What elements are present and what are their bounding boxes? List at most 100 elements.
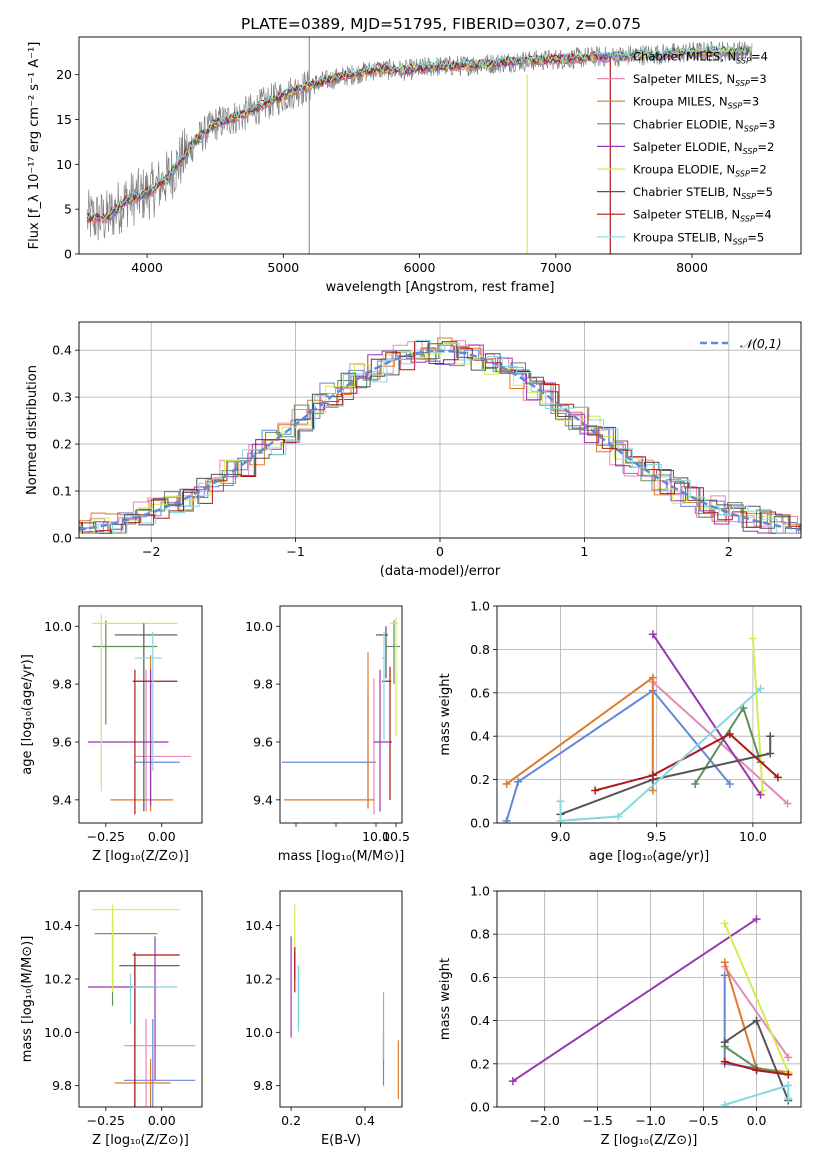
- x-tick-label: 0.00: [148, 1113, 176, 1128]
- y-tick-label: 10.0: [44, 619, 72, 634]
- weight-series-kroupa-elodie: [748, 634, 767, 795]
- normal-curve: [79, 349, 801, 531]
- x-tick-label: −0.25: [87, 829, 125, 844]
- x-axis-label: mass [log₁₀(M/M⊙)]: [278, 849, 405, 864]
- weight-marker: [648, 786, 657, 795]
- errorbar-chabrier-elodie: [386, 620, 400, 685]
- panel-residuals: −2 −1 0 1 2 0.0 0.1 0.2 0.3 0.4 (data-model)/error…: [25, 321, 802, 579]
- model-line-kroupa-stelib: [86, 43, 752, 221]
- legend-label: Salpeter MILES, NSSP=3: [633, 72, 767, 88]
- y-tick-label: 9.6: [52, 734, 72, 749]
- weight-line: [505, 689, 731, 822]
- x-tick-label: −0.25: [87, 1113, 125, 1128]
- errorbar-salpeter-miles: [123, 1019, 196, 1107]
- y-tick-label: 1.0: [470, 599, 490, 614]
- errorbar-chabrier-stelib: [376, 626, 388, 679]
- weight-marker: [614, 812, 623, 821]
- legend-entry: Salpeter MILES, NSSP=3: [597, 72, 767, 88]
- weight-marker: [784, 1081, 793, 1090]
- y-tick-label: 0.2: [470, 772, 490, 787]
- axes-frame: [496, 890, 802, 1108]
- legend-entry: 𝒩(0,1): [700, 336, 782, 351]
- errorbar-salpeter-miles: [373, 678, 375, 815]
- histogram-step-chabrier-stelib: [79, 341, 801, 534]
- x-tick-label: 1: [580, 544, 588, 559]
- weight-marker: [556, 797, 565, 806]
- errorbar-kroupa-elodie: [92, 614, 178, 792]
- weight-marker: [508, 1077, 517, 1086]
- x-tick-label: −1.0: [635, 1113, 665, 1128]
- axes-frame: [496, 605, 802, 824]
- y-tick-label: 0.2: [52, 437, 72, 452]
- weight-line: [560, 736, 772, 816]
- weight-marker: [773, 773, 782, 782]
- legend-entry: Kroupa STELIB, NSSP=5: [597, 230, 764, 246]
- y-axis-label: Flux [f_λ 10⁻¹⁷ erg cm⁻² s⁻¹ A⁻¹]: [27, 42, 42, 250]
- weight-marker: [720, 1100, 729, 1107]
- legend-label: Chabrier ELODIE, NSSP=3: [633, 117, 775, 133]
- weight-marker: [748, 634, 757, 643]
- x-tick-label: −0.5: [688, 1113, 718, 1128]
- y-tick-label: 1.0: [470, 884, 490, 899]
- errorbar-chabrier-stelib: [114, 623, 178, 812]
- x-axis-label: age [log₁₀(age/yr)]: [589, 849, 710, 864]
- weight-series-salpeter-stelib: [720, 1057, 793, 1079]
- axes-frame: [78, 321, 802, 539]
- weight-series-salpeter-stelib: [591, 730, 782, 795]
- y-tick-label: 10.2: [44, 972, 72, 987]
- legend-label: Chabrier MILES, NSSP=4: [633, 50, 768, 66]
- errorbar-salpeter-stelib: [132, 669, 178, 815]
- y-tick-label: 0.6: [470, 685, 490, 700]
- weight-marker: [648, 771, 657, 780]
- y-tick-label: 0.8: [470, 642, 490, 657]
- weight-marker: [784, 1053, 793, 1062]
- y-tick-label: 0.4: [470, 729, 490, 744]
- legend-label: Salpeter STELIB, NSSP=4: [633, 208, 772, 224]
- weight-marker: [766, 749, 775, 758]
- weight-series-salpeter-elodie: [648, 630, 765, 799]
- legend-entry: Salpeter STELIB, NSSP=4: [597, 208, 772, 224]
- weight-marker: [502, 779, 511, 788]
- weight-marker: [752, 1016, 761, 1025]
- weight-marker: [766, 732, 775, 741]
- legend-label: Kroupa MILES, NSSP=3: [633, 95, 759, 111]
- weight-marker: [648, 673, 657, 682]
- y-tick-label: 15: [56, 112, 72, 127]
- weight-series-kroupa-miles: [502, 673, 657, 795]
- errorbar-kroupa-miles: [284, 652, 375, 809]
- weight-marker: [752, 915, 761, 924]
- axes-frame: [78, 605, 203, 824]
- weight-marker: [758, 786, 767, 795]
- axes-frame: [78, 890, 203, 1108]
- errorbar-kroupa-stelib: [382, 632, 385, 742]
- y-tick-label: 9.4: [52, 792, 72, 807]
- legend-label: Salpeter ELODIE, NSSP=2: [633, 140, 774, 156]
- panel-spectrum: 4000 5000 6000 7000 8000 0 5 10 15 20 wavelength […: [27, 36, 802, 295]
- weight-series-salpeter-elodie: [508, 915, 761, 1086]
- legend-label: Chabrier STELIB, NSSP=5: [633, 185, 773, 201]
- y-axis-label: mass weight: [438, 958, 453, 1040]
- histogram-step-salpeter-elodie: [79, 344, 801, 534]
- errorbar-salpeter-stelib: [132, 952, 180, 1107]
- errorbar-chabrier-miles: [123, 1019, 196, 1107]
- legend-label: 𝒩(0,1): [740, 336, 782, 351]
- y-tick-label: 9.4: [253, 792, 273, 807]
- weight-marker: [720, 958, 729, 967]
- weight-series-kroupa-stelib: [720, 1081, 793, 1107]
- weight-marker: [720, 919, 729, 928]
- y-tick-label: 10: [56, 157, 72, 172]
- x-axis-label: wavelength [Angstrom, rest frame]: [326, 280, 555, 295]
- weight-marker: [648, 630, 657, 639]
- weight-line: [594, 732, 779, 792]
- y-tick-label: 0.4: [52, 343, 72, 358]
- weight-marker: [784, 1094, 793, 1103]
- axes-frame: [78, 36, 802, 255]
- x-tick-label: 10.5: [382, 829, 410, 844]
- legend-entry: Chabrier STELIB, NSSP=5: [597, 185, 773, 201]
- y-tick-label: 0: [64, 247, 72, 262]
- axes-frame: [279, 890, 403, 1108]
- y-tick-label: 10.4: [44, 918, 72, 933]
- histogram-step-kroupa-miles: [79, 337, 801, 534]
